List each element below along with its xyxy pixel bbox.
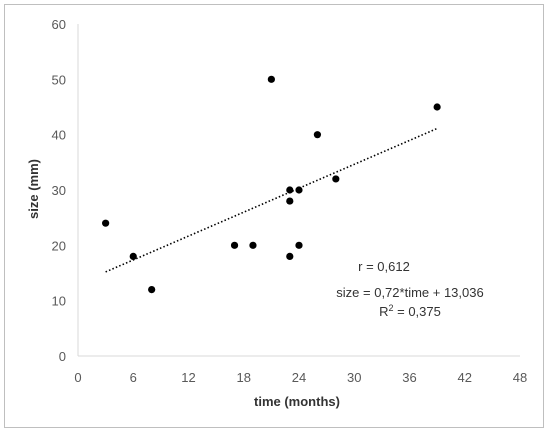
data-point xyxy=(286,197,294,205)
x-tick-label: 6 xyxy=(130,370,137,385)
x-tick-label: 18 xyxy=(237,370,251,385)
y-tick-label: 60 xyxy=(52,17,66,32)
r-squared-annotation: R2 = 0,375 xyxy=(379,303,441,319)
data-point xyxy=(249,241,257,249)
x-axis-title: time (months) xyxy=(254,394,340,409)
chart-frame xyxy=(4,4,544,428)
y-tick-label: 20 xyxy=(52,238,66,253)
y-tick-label: 40 xyxy=(52,128,66,143)
data-points xyxy=(102,75,441,294)
data-point xyxy=(286,186,294,194)
y-tick-label: 50 xyxy=(52,72,66,87)
data-point xyxy=(433,103,441,111)
x-tick-label: 0 xyxy=(74,370,81,385)
data-point xyxy=(267,75,275,83)
data-point xyxy=(230,241,239,249)
r-squared-suffix: = 0,375 xyxy=(394,304,441,319)
x-tick-label: 24 xyxy=(292,370,306,385)
x-tick-labels: 0 6 12 18 24 30 36 42 48 xyxy=(74,370,527,385)
y-tick-label: 0 xyxy=(59,349,66,364)
y-tick-label: 10 xyxy=(52,294,66,309)
r-squared-superscript: 2 xyxy=(389,303,394,313)
equation-annotation: size = 0,72*time + 13,036 xyxy=(336,285,483,300)
data-point xyxy=(313,131,322,139)
data-point xyxy=(332,175,340,183)
correlation-annotation: r = 0,612 xyxy=(358,259,410,274)
x-tick-label: 30 xyxy=(347,370,361,385)
data-point xyxy=(129,252,137,260)
r-squared-prefix: R xyxy=(379,304,388,319)
axes xyxy=(77,24,520,357)
data-point xyxy=(295,186,303,194)
x-tick-label: 36 xyxy=(402,370,416,385)
x-tick-label: 48 xyxy=(513,370,527,385)
x-tick-label: 12 xyxy=(181,370,195,385)
trendline xyxy=(105,127,438,273)
y-axis-title: size (mm) xyxy=(26,159,41,219)
x-tick-label: 42 xyxy=(458,370,472,385)
data-point xyxy=(148,286,156,294)
data-point xyxy=(295,241,303,249)
data-point xyxy=(286,252,294,260)
y-tick-labels: 0 10 20 30 40 50 60 xyxy=(52,17,66,364)
data-point xyxy=(102,219,110,227)
y-tick-label: 30 xyxy=(52,183,66,198)
